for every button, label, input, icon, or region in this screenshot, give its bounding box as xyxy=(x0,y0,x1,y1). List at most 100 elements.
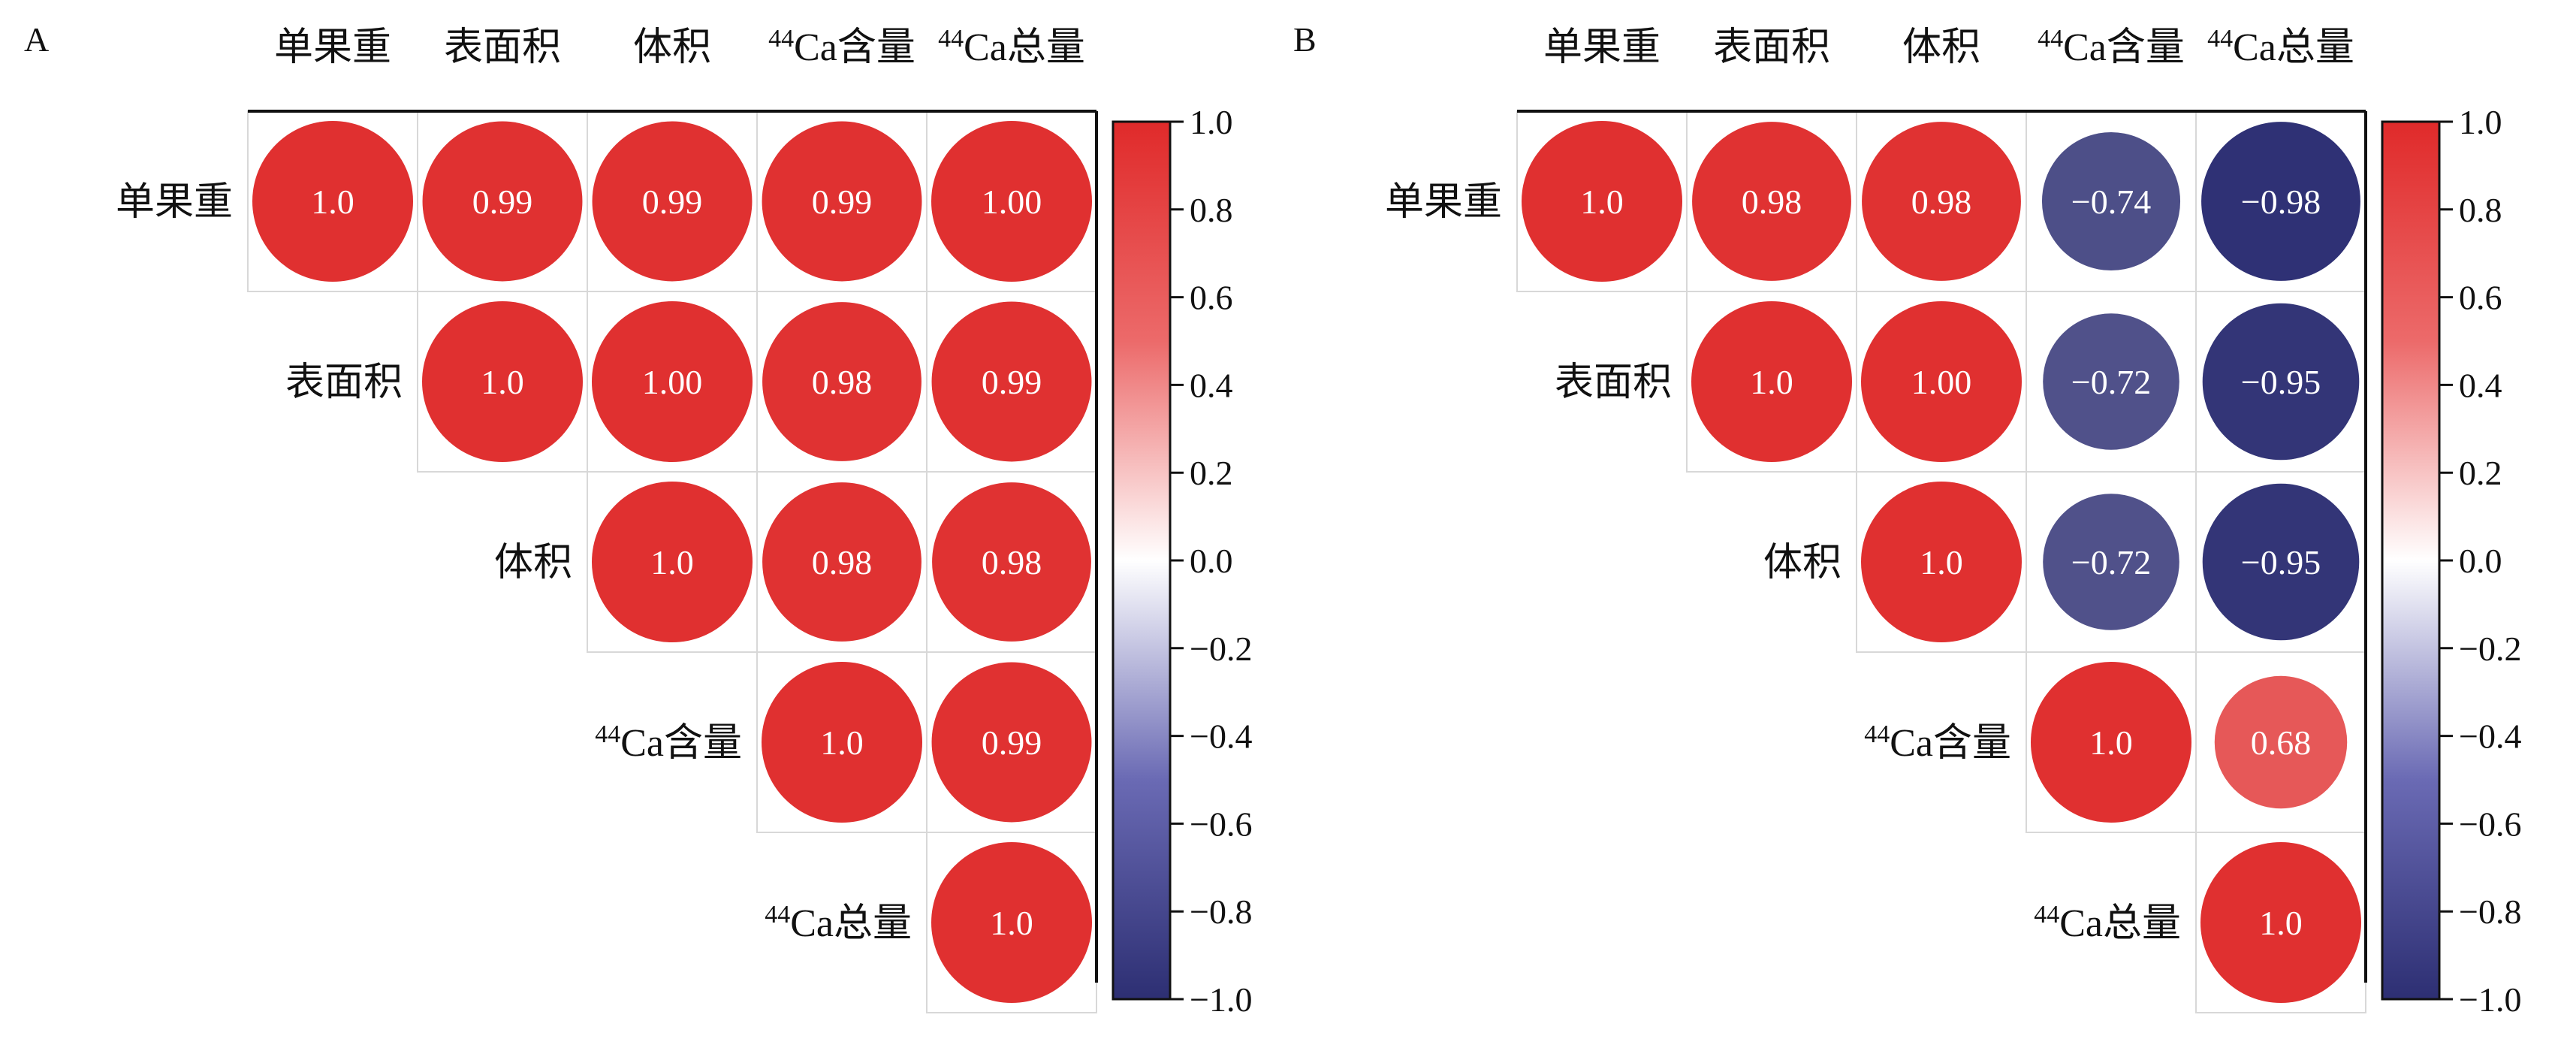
colorbar-tick-label: −1.0 xyxy=(1190,980,1252,1019)
correlation-circle xyxy=(1861,482,2022,642)
correlation-value: 1.00 xyxy=(642,363,703,401)
colorbar-tick-label: 0.2 xyxy=(1190,454,1233,492)
correlation-value: 1.0 xyxy=(1580,183,1624,221)
correlation-circle xyxy=(931,662,1092,823)
colorbar xyxy=(2381,120,2441,1001)
row-label: 单果重 xyxy=(116,181,233,224)
correlation-value: 0.98 xyxy=(1911,183,1972,221)
colorbar-tick-label: −0.2 xyxy=(1190,630,1252,668)
correlation-circle xyxy=(2202,303,2360,461)
correlation-value: 0.98 xyxy=(812,363,873,401)
column-header: 44Ca总量 xyxy=(2207,25,2354,69)
label-text: Ca总量 xyxy=(2059,902,2181,945)
label-text: Ca含量 xyxy=(620,722,742,765)
isotope-superscript: 44 xyxy=(768,25,794,53)
colorbar-tick-label: 0.2 xyxy=(2459,454,2502,492)
correlation-circle xyxy=(2031,662,2191,823)
correlation-circle xyxy=(931,842,1092,1003)
correlation-value: −0.74 xyxy=(2071,183,2151,221)
column-header: 体积 xyxy=(633,26,711,69)
row-label: 44Ca总量 xyxy=(765,901,912,945)
correlation-value: 0.98 xyxy=(982,543,1042,581)
correlation-circle xyxy=(2041,131,2181,271)
row-label: 表面积 xyxy=(1555,361,1672,404)
correlation-value: −0.72 xyxy=(2071,543,2151,581)
correlation-circle xyxy=(422,121,583,282)
colorbar-tick-label: 1.0 xyxy=(2459,103,2502,141)
correlation-value: 0.98 xyxy=(1742,183,1802,221)
correlation-value: 0.99 xyxy=(982,363,1042,401)
row-label: 单果重 xyxy=(1385,181,1502,224)
correlation-circle xyxy=(762,482,922,642)
colorbar-tick-label: −0.8 xyxy=(2459,892,2521,931)
correlation-value: 1.0 xyxy=(2089,723,2133,762)
row-label: 体积 xyxy=(494,542,572,584)
correlation-circle xyxy=(252,121,413,282)
correlation-value: −0.72 xyxy=(2071,363,2151,401)
colorbar-tick-label: 0.4 xyxy=(2459,366,2502,404)
label-text: Ca总量 xyxy=(790,902,912,945)
panel-letter: B xyxy=(1293,20,1317,59)
correlation-value: −0.95 xyxy=(2241,363,2321,401)
correlation-value: 0.99 xyxy=(982,723,1042,762)
column-header: 44Ca含量 xyxy=(768,25,915,69)
isotope-superscript: 44 xyxy=(2034,901,2059,929)
correlation-value: 1.0 xyxy=(1750,363,1793,401)
correlation-circle xyxy=(1692,122,1851,281)
column-header: 表面积 xyxy=(444,26,561,69)
column-header: 44Ca含量 xyxy=(2038,25,2185,69)
column-header: 单果重 xyxy=(1543,26,1661,69)
panel-b: B 单果重 表面积 体积 44Ca含量 44Ca总量单果重表面积体积44Ca含量44Ca总… xyxy=(1293,20,2521,1019)
label-text: Ca含量 xyxy=(1890,722,2011,765)
correlation-value: 0.68 xyxy=(2251,723,2312,762)
correlation-circle xyxy=(1691,301,1852,462)
correlation-value: 0.99 xyxy=(812,183,873,221)
colorbar-tick-label: 0.6 xyxy=(1190,279,1233,317)
correlation-circle xyxy=(422,301,583,462)
correlation-value: −0.98 xyxy=(2241,183,2321,221)
isotope-superscript: 44 xyxy=(2207,25,2233,53)
colorbar-tick-label: 0.8 xyxy=(2459,191,2502,229)
colorbar-tick-label: −1.0 xyxy=(2459,980,2521,1019)
panel-letter: A xyxy=(24,20,49,59)
correlation-value: −0.95 xyxy=(2241,543,2321,581)
correlation-circle xyxy=(762,121,922,282)
colorbar-tick-label: 0.0 xyxy=(1190,542,1233,580)
correlation-circle xyxy=(1862,122,2021,281)
column-header: 单果重 xyxy=(274,26,391,69)
correlation-circle xyxy=(1522,121,1682,282)
colorbar-tick-label: 0.6 xyxy=(2459,279,2502,317)
correlation-circle xyxy=(1861,301,2022,462)
correlation-circle xyxy=(931,121,1092,282)
header-text: Ca含量 xyxy=(794,26,915,69)
header-text: Ca含量 xyxy=(2063,26,2185,69)
correlation-value: 0.99 xyxy=(642,183,703,221)
isotope-superscript: 44 xyxy=(2038,25,2063,53)
correlation-value: 1.0 xyxy=(481,363,524,401)
correlation-value: 1.00 xyxy=(1911,363,1972,401)
correlation-value: 1.0 xyxy=(1920,543,1963,581)
colorbar xyxy=(1112,120,1172,1001)
row-label: 44Ca含量 xyxy=(1864,720,2011,765)
correlation-circle xyxy=(592,121,753,282)
column-header: 表面积 xyxy=(1713,26,1830,69)
colorbar-tick-label: −0.6 xyxy=(2459,805,2521,843)
column-header: 44Ca总量 xyxy=(938,25,1085,69)
correlation-circle xyxy=(2043,494,2179,630)
panel-a: A 单果重 表面积 体积 44Ca含量 44Ca总量单果重表面积体积44Ca含量44Ca总… xyxy=(24,20,1252,1019)
correlation-circle xyxy=(2200,842,2361,1003)
correlation-circle xyxy=(2214,675,2348,809)
correlation-circle xyxy=(931,301,1092,462)
isotope-superscript: 44 xyxy=(765,901,790,929)
header-text: Ca总量 xyxy=(964,26,1085,69)
isotope-superscript: 44 xyxy=(938,25,964,53)
colorbar-tick-label: −0.8 xyxy=(1190,892,1252,931)
column-header: 体积 xyxy=(1902,26,1980,69)
colorbar-tick-label: −0.2 xyxy=(2459,630,2521,668)
row-label: 表面积 xyxy=(285,361,403,404)
header-text: Ca总量 xyxy=(2233,26,2354,69)
correlation-circle xyxy=(2201,122,2360,281)
correlation-circle xyxy=(762,302,922,461)
colorbar-tick-label: 1.0 xyxy=(1190,103,1233,141)
